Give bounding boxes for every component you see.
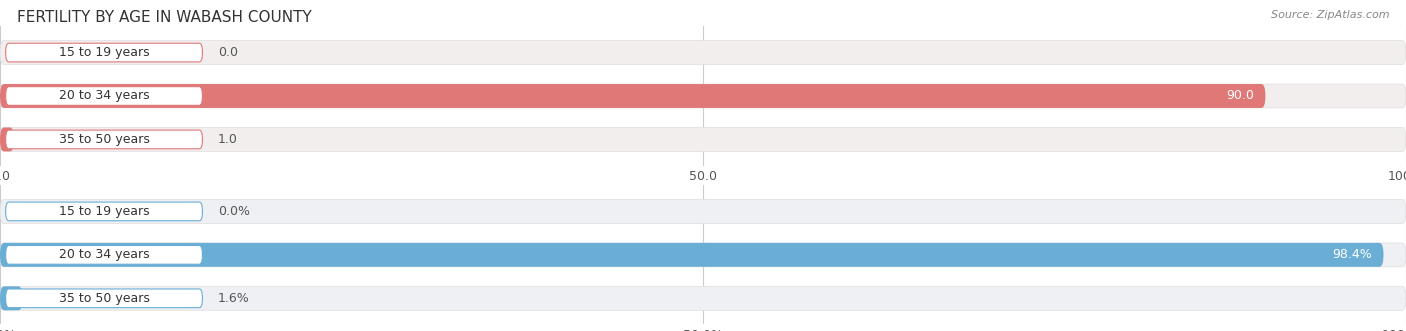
Text: 35 to 50 years: 35 to 50 years bbox=[59, 133, 149, 146]
FancyBboxPatch shape bbox=[0, 84, 1265, 108]
FancyBboxPatch shape bbox=[0, 200, 1406, 223]
Text: 1.0: 1.0 bbox=[218, 133, 238, 146]
Text: 1.6%: 1.6% bbox=[218, 292, 250, 305]
FancyBboxPatch shape bbox=[6, 87, 202, 105]
Text: 20 to 34 years: 20 to 34 years bbox=[59, 248, 149, 261]
Text: 90.0: 90.0 bbox=[1226, 89, 1254, 103]
FancyBboxPatch shape bbox=[0, 127, 14, 151]
Text: FERTILITY BY AGE IN WABASH COUNTY: FERTILITY BY AGE IN WABASH COUNTY bbox=[17, 10, 312, 25]
FancyBboxPatch shape bbox=[6, 289, 202, 307]
FancyBboxPatch shape bbox=[0, 243, 1406, 267]
FancyBboxPatch shape bbox=[6, 202, 202, 221]
FancyBboxPatch shape bbox=[0, 286, 22, 310]
Text: 35 to 50 years: 35 to 50 years bbox=[59, 292, 149, 305]
Text: Source: ZipAtlas.com: Source: ZipAtlas.com bbox=[1271, 10, 1389, 20]
FancyBboxPatch shape bbox=[0, 84, 1406, 108]
Text: 98.4%: 98.4% bbox=[1333, 248, 1372, 261]
Text: 15 to 19 years: 15 to 19 years bbox=[59, 46, 149, 59]
FancyBboxPatch shape bbox=[6, 130, 202, 149]
Text: 15 to 19 years: 15 to 19 years bbox=[59, 205, 149, 218]
FancyBboxPatch shape bbox=[0, 286, 1406, 310]
Text: 20 to 34 years: 20 to 34 years bbox=[59, 89, 149, 103]
FancyBboxPatch shape bbox=[6, 246, 202, 264]
Text: 0.0%: 0.0% bbox=[218, 205, 250, 218]
FancyBboxPatch shape bbox=[0, 41, 1406, 65]
FancyBboxPatch shape bbox=[0, 243, 1384, 267]
FancyBboxPatch shape bbox=[6, 43, 202, 62]
Text: 0.0: 0.0 bbox=[218, 46, 238, 59]
FancyBboxPatch shape bbox=[0, 127, 1406, 151]
